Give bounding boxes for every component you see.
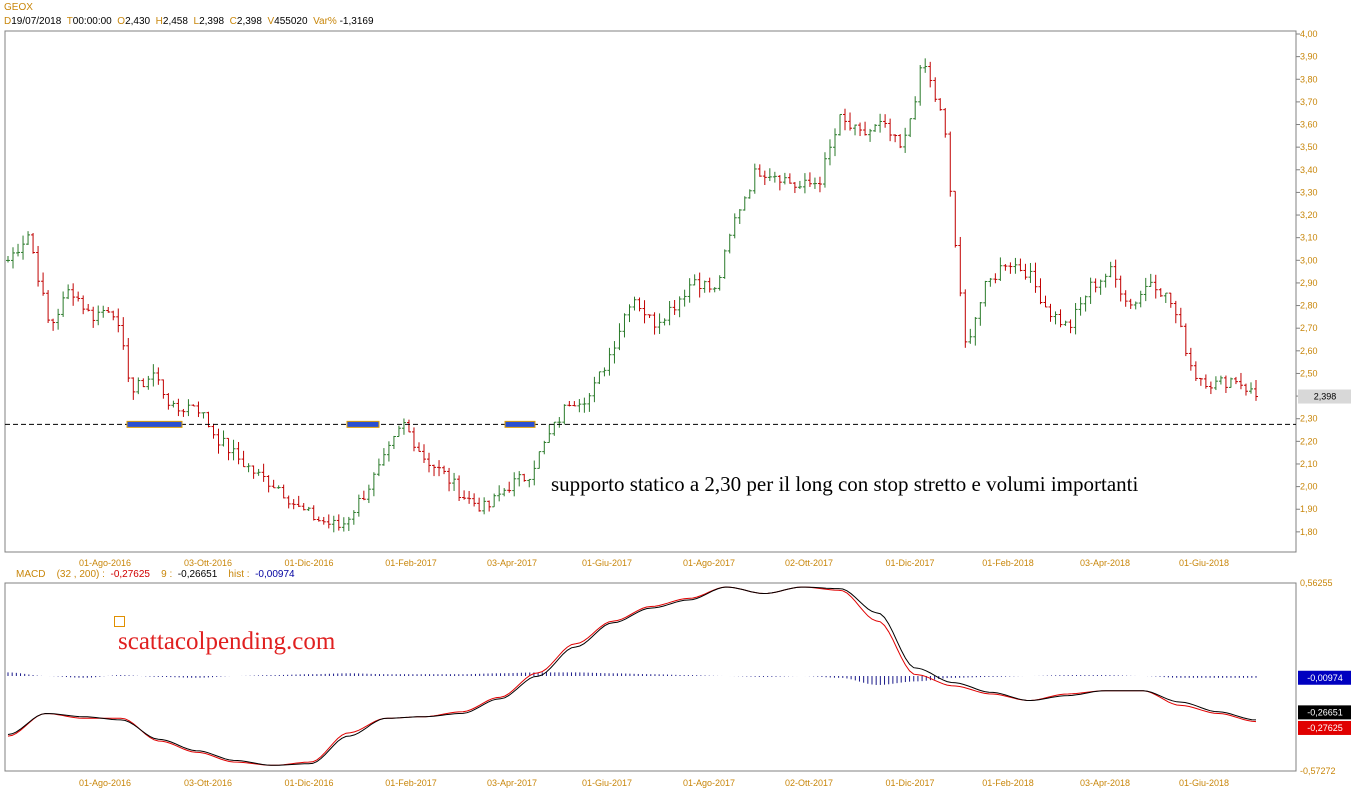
h-label: H [155,16,163,27]
price-x-tick-label: 01-Ago-2016 [79,558,131,568]
price-y-tick-label: 1,80 [1300,527,1318,537]
macd-value-tag [1298,720,1351,735]
macd-value-tag-label: -0,27625 [1307,723,1343,733]
macd-panel-frame [4,582,1297,772]
macd-x-tick-label: 01-Ago-2016 [79,778,131,788]
macd-info-line: MACD (32 , 200) : -0,27625 9 : -0,26651 … [16,569,295,580]
macd-x-tick-label: 01-Giu-2017 [582,778,632,788]
o-value: 2,430 [125,16,151,27]
price-x-tick-label: 01-Ago-2017 [683,558,735,568]
t-label: T [66,16,73,27]
watermark: scattacolpending.com [118,628,336,655]
price-x-tick-label: 01-Dic-2017 [885,558,934,568]
ohlc-info-line: D19/07/2018 T00:00:00 O2,430 H2,458 L2,3… [4,16,374,27]
hist-value-tag-label: -0,00974 [1307,673,1343,683]
t-value: 00:00:00 [72,16,112,27]
symbol-title: GEOX [4,2,33,13]
macd-line [7,586,1257,766]
hist-label: hist : [228,569,250,580]
price-panel-frame [4,30,1297,553]
price-y-tick-label: 3,80 [1300,74,1318,84]
price-y-tick-label: 3,60 [1300,120,1318,130]
macd-x-tick-label: 01-Giu-2018 [1179,778,1229,788]
macd-x-tick-label: 01-Ago-2017 [683,778,735,788]
macd-value: -0,27625 [110,569,150,580]
price-x-tick-label: 01-Giu-2018 [1179,558,1229,568]
support-marker [126,420,183,428]
var-label: Var% [313,16,337,27]
price-y-tick-label: 2,50 [1300,368,1318,378]
price-x-tick-label: 01-Giu-2017 [582,558,632,568]
price-y-tick-label: 2,60 [1300,346,1318,356]
signal-label: 9 : [161,569,173,580]
price-y-tick-label: 1,90 [1300,504,1318,514]
var-value: -1,3169 [339,16,374,27]
price-y-tick-label: 3,10 [1300,233,1318,243]
signal-line [7,586,1257,766]
price-y-tick-label: 2,90 [1300,278,1318,288]
price-y-tick-label: 3,70 [1300,97,1318,107]
price-x-tick-label: 02-Ott-2017 [785,558,833,568]
l-label: L [193,16,200,27]
support-marker [346,420,380,428]
price-y-tick-label: 4,00 [1300,29,1318,39]
price-y-tick-label: 2,70 [1300,323,1318,333]
macd-x-tick-label: 01-Dic-2016 [284,778,333,788]
price-y-tick-label: 2,20 [1300,436,1318,446]
h-value: 2,458 [162,16,188,27]
hist-value: -0,00974 [255,569,295,580]
price-y-tick-label: 3,00 [1300,255,1318,265]
support-annotation: supporto statico a 2,30 per il long con … [551,472,1139,496]
watermark-box [114,616,125,627]
price-y-tick-label: 3,90 [1300,52,1318,62]
v-label: V [267,16,275,27]
macd-x-tick-label: 03-Ott-2016 [184,778,232,788]
price-y-tick-label: 3,30 [1300,187,1318,197]
o-label: O [117,16,126,27]
macd-y-min-label: -0,57272 [1300,766,1336,776]
price-y-tick-label: 2,30 [1300,414,1318,424]
macd-params: (32 , 200) : [56,569,105,580]
price-x-tick-label: 03-Apr-2017 [487,558,537,568]
price-y-tick-label: 3,50 [1300,142,1318,152]
d-value: 19/07/2018 [11,16,62,27]
macd-x-tick-label: 01-Feb-2017 [385,778,437,788]
macd-x-tick-label: 01-Feb-2018 [982,778,1034,788]
v-value: 455020 [274,16,308,27]
signal-value-tag [1298,705,1351,720]
macd-name: MACD [16,569,46,580]
last-price-label: 2,398 [1314,392,1337,402]
c-value: 2,398 [236,16,262,27]
hist-value-tag [1298,670,1351,685]
c-label: C [229,16,237,27]
macd-y-max-label: 0,56255 [1300,578,1333,588]
signal-value: -0,26651 [177,569,218,580]
l-value: 2,398 [199,16,225,27]
price-x-tick-label: 01-Feb-2018 [982,558,1034,568]
macd-x-tick-label: 01-Dic-2017 [885,778,934,788]
price-x-tick-label: 01-Dic-2016 [284,558,333,568]
price-y-tick-label: 3,40 [1300,165,1318,175]
price-x-tick-label: 03-Apr-2018 [1080,558,1130,568]
price-y-tick-label: 2,80 [1300,301,1318,311]
price-y-tick-label: 2,10 [1300,459,1318,469]
price-y-tick-label: 3,20 [1300,210,1318,220]
macd-x-tick-label: 03-Apr-2017 [487,778,537,788]
macd-x-tick-label: 02-Ott-2017 [785,778,833,788]
macd-x-tick-label: 03-Apr-2018 [1080,778,1130,788]
last-price-tag [1298,389,1351,404]
price-y-tick-label: 2,00 [1300,482,1318,492]
support-marker [504,420,536,428]
price-x-tick-label: 03-Ott-2016 [184,558,232,568]
price-x-tick-label: 01-Feb-2017 [385,558,437,568]
d-label: D [4,16,12,27]
signal-value-tag-label: -0,26651 [1307,707,1343,717]
